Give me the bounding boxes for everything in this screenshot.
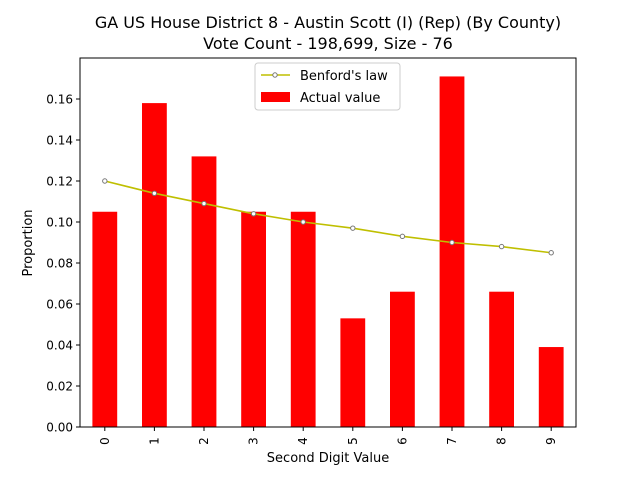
bar-digit-4 [290,211,316,427]
legend-benford-marker [272,72,278,78]
chart-title-line-1: GA US House District 8 - Austin Scott (I… [95,13,561,32]
benford-line [104,180,552,254]
y-tick-label: 0.02 [46,380,73,394]
bar-digit-9 [538,347,564,427]
legend-benford-label: Benford's law [300,69,388,84]
x-axis-label: Second Digit Value [267,451,389,466]
x-axis: 0 1 2 3 4 5 6 7 8 9 [98,427,558,445]
legend-actual-label: Actual value [300,91,380,106]
y-axis: 0.00 0.02 0.04 0.06 0.08 0.10 0.12 0.14 0.16 [46,93,80,435]
x-tick-label: 4 [296,437,310,445]
x-tick-label: 6 [395,437,409,445]
y-tick-label: 0.12 [46,175,73,189]
benford-line-series [102,178,554,256]
x-tick-label: 8 [495,437,509,445]
legend: Benford's law Actual value [254,62,401,111]
chart-title-line-2: Vote Count - 198,699, Size - 76 [203,34,453,53]
plot-frame [79,57,577,428]
benford-point-digit-6 [399,233,406,240]
x-tick-label: 7 [445,437,459,445]
benford-point-digit-3 [250,211,257,217]
y-tick-label: 0.10 [46,216,73,230]
benford-point-digit-4 [300,219,306,225]
benford-point-digit-2 [201,200,207,207]
y-tick-label: 0.16 [46,93,73,107]
legend-box [254,62,401,111]
y-tick-label: 0.14 [46,134,73,148]
benford-point-digit-8 [498,243,505,250]
benford-point-digit-5 [350,225,356,231]
bar-digit-8 [489,291,514,427]
benford-point-digit-0 [102,178,108,184]
y-tick-label: 0.00 [46,421,73,435]
y-tick-label: 0.04 [46,339,73,353]
x-tick-label: 1 [147,437,161,445]
benford-point-digit-7 [449,239,455,246]
x-tick-label: 2 [197,437,211,445]
benford-point-digit-1 [151,190,158,197]
x-tick-label: 9 [544,437,558,445]
x-tick-label: 3 [247,437,261,445]
bar-digit-6 [390,291,415,427]
benford-point-digit-9 [548,250,554,256]
bar-digit-1 [142,103,167,427]
x-tick-label: 5 [346,437,360,445]
x-tick-label: 0 [98,437,112,445]
bar-digit-5 [340,318,366,427]
legend-actual-swatch [261,92,290,102]
y-axis-label: Proportion [21,209,36,276]
bar-digit-3 [241,211,266,427]
bar-digit-7 [439,76,465,427]
bar-digit-0 [92,211,118,427]
y-tick-label: 0.06 [46,298,73,312]
bar-digit-2 [191,156,217,427]
y-tick-label: 0.08 [46,257,73,271]
